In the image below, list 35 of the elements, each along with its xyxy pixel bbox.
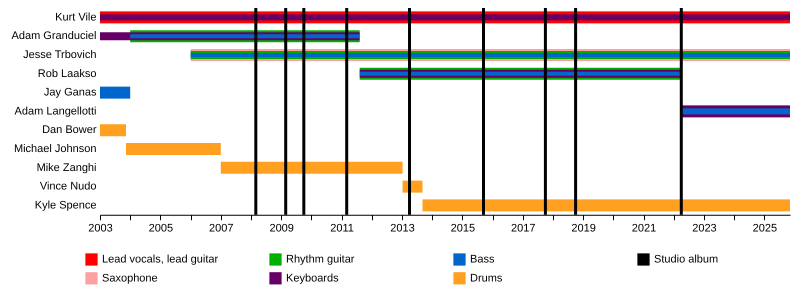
bar [126,143,221,155]
y-tick-label: Michael Johnson [14,143,96,155]
y-tick-label: Jay Ganas [44,86,97,99]
x-tick-label: 2023 [692,222,717,234]
x-tick-label: 2025 [752,222,778,234]
x-tick-label: 2019 [571,222,596,234]
x-tick-label: 2003 [88,222,113,234]
y-tick-label: Kyle Spence [34,199,96,212]
y-tick-label: Vince Nudo [40,180,96,193]
y-tick-label: Kurt Vile [55,11,96,24]
bar [130,34,360,38]
y-tick-label: Adam Langellotti [14,105,96,118]
x-tick-label: 2009 [269,222,294,234]
x-tick-label: 2017 [511,222,536,234]
bar [422,199,790,212]
x-tick-label: 2013 [390,222,415,234]
x-tick-label: 2015 [450,222,476,234]
legend-label: Bass [470,253,495,266]
y-tick-label: Rob Laakso [38,68,96,80]
legend-label: Drums [470,272,503,284]
y-tick-label: Mike Zanghi [36,162,96,174]
legend-label: Saxophone [102,272,158,284]
y-tick-label: Jesse Trbovich [23,49,96,61]
x-tick-label: 2021 [632,222,656,234]
y-tick-label: Dan Bower [42,124,97,136]
legend-label: Lead vocals, lead guitar [102,253,219,266]
x-tick-label: 2007 [209,222,234,234]
x-tick-label: 2005 [148,222,174,234]
legend-label: Studio album [654,253,718,266]
legend-label: Keyboards [286,272,340,284]
bar [100,124,126,136]
bar [220,162,403,174]
legend-label: Rhythm guitar [286,253,355,266]
x-tick-label: 2011 [330,222,354,234]
y-tick-label: Adam Granduciel [12,30,96,42]
